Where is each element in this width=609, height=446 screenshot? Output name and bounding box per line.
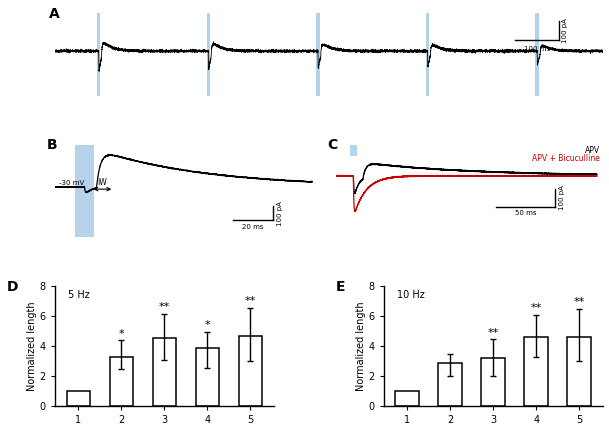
Text: C: C (328, 138, 338, 152)
Text: B: B (47, 138, 57, 152)
Bar (66, 391, 90, 406)
Bar (524, 337, 548, 406)
Bar (395, 391, 419, 406)
Bar (239, 336, 262, 406)
Text: D: D (7, 280, 18, 294)
Text: **: ** (245, 297, 256, 306)
Y-axis label: Normalized length: Normalized length (27, 301, 37, 391)
Text: A: A (49, 7, 60, 21)
Text: 100 pA: 100 pA (276, 201, 283, 226)
Text: 10 Hz: 10 Hz (397, 290, 424, 300)
Text: **: ** (530, 303, 542, 313)
Text: E: E (336, 280, 345, 294)
Bar (195, 348, 219, 406)
Text: 50 ms: 50 ms (515, 211, 537, 216)
Text: 5 Hz: 5 Hz (68, 290, 90, 300)
Bar (535, 13, 539, 96)
Bar (438, 363, 462, 406)
Bar (350, 145, 357, 156)
Text: **: ** (159, 302, 170, 313)
Text: 100 ms: 100 ms (524, 46, 550, 52)
Y-axis label: Normalized length: Normalized length (356, 301, 365, 391)
Text: APV: APV (585, 146, 600, 155)
Bar (153, 338, 176, 406)
Bar (568, 337, 591, 406)
Text: APV + Bicuculline: APV + Bicuculline (532, 154, 600, 163)
Bar (426, 13, 429, 96)
Bar (206, 13, 210, 96)
Bar (110, 356, 133, 406)
Bar (75, 145, 94, 237)
Text: *: * (119, 329, 124, 339)
Text: 20 ms: 20 ms (242, 224, 264, 230)
Bar (316, 13, 320, 96)
Bar (97, 13, 100, 96)
Text: 100 pA: 100 pA (561, 18, 568, 43)
Text: **: ** (488, 328, 499, 338)
Text: IW: IW (97, 178, 107, 187)
Text: *: * (205, 320, 210, 330)
Text: **: ** (574, 297, 585, 307)
Text: 100 pA: 100 pA (559, 186, 565, 211)
Text: -30 mV: -30 mV (59, 180, 84, 186)
Bar (482, 358, 505, 406)
